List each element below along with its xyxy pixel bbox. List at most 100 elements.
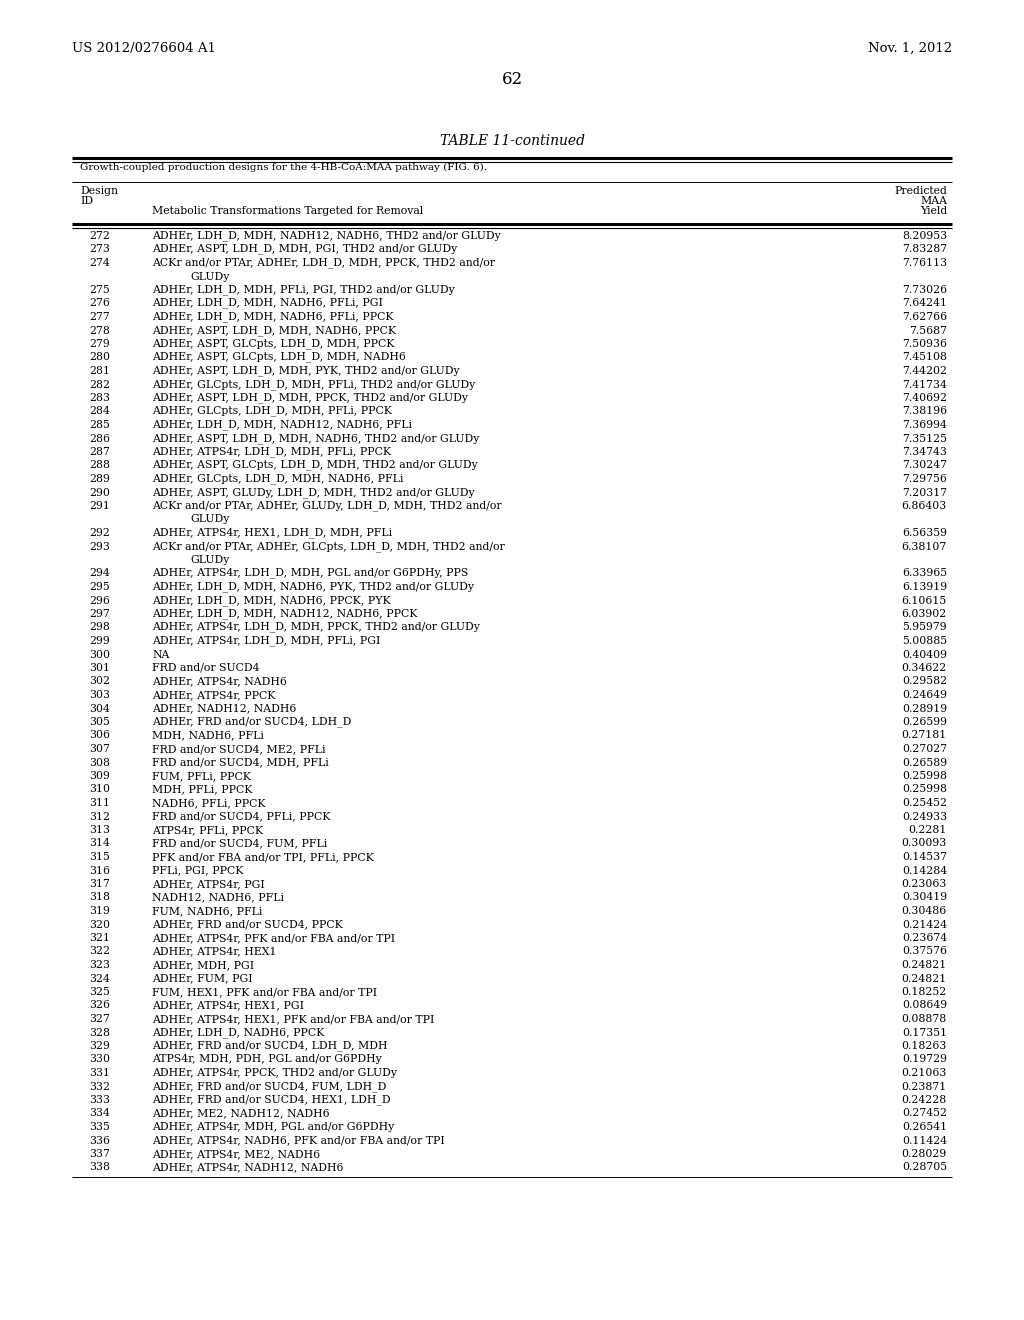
- Text: 7.20317: 7.20317: [902, 487, 947, 498]
- Text: 7.83287: 7.83287: [902, 244, 947, 255]
- Text: 313: 313: [89, 825, 110, 836]
- Text: ADHEr, ASPT, LDH_D, MDH, PGI, THD2 and/or GLUDy: ADHEr, ASPT, LDH_D, MDH, PGI, THD2 and/o…: [152, 244, 458, 255]
- Text: PFLi, PGI, PPCK: PFLi, PGI, PPCK: [152, 866, 244, 875]
- Text: 5.00885: 5.00885: [902, 636, 947, 645]
- Text: 5.95979: 5.95979: [902, 623, 947, 632]
- Text: 0.30486: 0.30486: [902, 906, 947, 916]
- Text: 295: 295: [89, 582, 110, 591]
- Text: 305: 305: [89, 717, 110, 727]
- Text: 332: 332: [89, 1081, 110, 1092]
- Text: 310: 310: [89, 784, 110, 795]
- Text: 304: 304: [89, 704, 110, 714]
- Text: 337: 337: [89, 1148, 110, 1159]
- Text: 326: 326: [89, 1001, 110, 1011]
- Text: 315: 315: [89, 851, 110, 862]
- Text: 0.26589: 0.26589: [902, 758, 947, 767]
- Text: FRD and/or SUCD4: FRD and/or SUCD4: [152, 663, 259, 673]
- Text: Metabolic Transformations Targeted for Removal: Metabolic Transformations Targeted for R…: [152, 206, 423, 216]
- Text: 301: 301: [89, 663, 110, 673]
- Text: 317: 317: [89, 879, 110, 888]
- Text: ADHEr, ATPS4r, MDH, PGL and/or G6PDHy: ADHEr, ATPS4r, MDH, PGL and/or G6PDHy: [152, 1122, 394, 1133]
- Text: 7.45108: 7.45108: [902, 352, 947, 363]
- Text: 0.27181: 0.27181: [902, 730, 947, 741]
- Text: ADHEr, FRD and/or SUCD4, HEX1, LDH_D: ADHEr, FRD and/or SUCD4, HEX1, LDH_D: [152, 1094, 390, 1105]
- Text: 291: 291: [89, 502, 110, 511]
- Text: 7.35125: 7.35125: [902, 433, 947, 444]
- Text: 0.24821: 0.24821: [902, 974, 947, 983]
- Text: 318: 318: [89, 892, 110, 903]
- Text: 0.26541: 0.26541: [902, 1122, 947, 1133]
- Text: 62: 62: [502, 71, 522, 88]
- Text: FRD and/or SUCD4, PFLi, PPCK: FRD and/or SUCD4, PFLi, PPCK: [152, 812, 331, 821]
- Text: 309: 309: [89, 771, 110, 781]
- Text: ACKr and/or PTAr, ADHEr, LDH_D, MDH, PPCK, THD2 and/or: ACKr and/or PTAr, ADHEr, LDH_D, MDH, PPC…: [152, 257, 495, 268]
- Text: GLUDy: GLUDy: [190, 272, 229, 281]
- Text: 294: 294: [89, 569, 110, 578]
- Text: 296: 296: [89, 595, 110, 606]
- Text: 289: 289: [89, 474, 110, 484]
- Text: 272: 272: [89, 231, 110, 242]
- Text: ADHEr, ATPS4r, LDH_D, MDH, PFLi, PGI: ADHEr, ATPS4r, LDH_D, MDH, PFLi, PGI: [152, 635, 380, 645]
- Text: 0.24933: 0.24933: [902, 812, 947, 821]
- Text: 7.36994: 7.36994: [902, 420, 947, 430]
- Text: PFK and/or FBA and/or TPI, PFLi, PPCK: PFK and/or FBA and/or TPI, PFLi, PPCK: [152, 851, 374, 862]
- Text: 323: 323: [89, 960, 110, 970]
- Text: ADHEr, LDH_D, NADH6, PPCK: ADHEr, LDH_D, NADH6, PPCK: [152, 1027, 325, 1038]
- Text: 7.29756: 7.29756: [902, 474, 947, 484]
- Text: Yield: Yield: [920, 206, 947, 216]
- Text: 306: 306: [89, 730, 110, 741]
- Text: 0.23063: 0.23063: [901, 879, 947, 888]
- Text: ADHEr, ATPS4r, PPCK, THD2 and/or GLUDy: ADHEr, ATPS4r, PPCK, THD2 and/or GLUDy: [152, 1068, 397, 1078]
- Text: 0.17351: 0.17351: [902, 1027, 947, 1038]
- Text: ADHEr, ASPT, LDH_D, MDH, NADH6, PPCK: ADHEr, ASPT, LDH_D, MDH, NADH6, PPCK: [152, 325, 396, 335]
- Text: 0.08878: 0.08878: [902, 1014, 947, 1024]
- Text: 7.76113: 7.76113: [902, 257, 947, 268]
- Text: ATPS4r, PFLi, PPCK: ATPS4r, PFLi, PPCK: [152, 825, 263, 836]
- Text: ADHEr, LDH_D, MDH, PFLi, PGI, THD2 and/or GLUDy: ADHEr, LDH_D, MDH, PFLi, PGI, THD2 and/o…: [152, 284, 455, 294]
- Text: NA: NA: [152, 649, 169, 660]
- Text: ADHEr, GLCpts, LDH_D, MDH, NADH6, PFLi: ADHEr, GLCpts, LDH_D, MDH, NADH6, PFLi: [152, 474, 403, 484]
- Text: ADHEr, ATPS4r, LDH_D, MDH, PFLi, PPCK: ADHEr, ATPS4r, LDH_D, MDH, PFLi, PPCK: [152, 446, 391, 457]
- Text: 288: 288: [89, 461, 110, 470]
- Text: 336: 336: [89, 1135, 110, 1146]
- Text: 320: 320: [89, 920, 110, 929]
- Text: 0.14537: 0.14537: [902, 851, 947, 862]
- Text: 319: 319: [89, 906, 110, 916]
- Text: 277: 277: [89, 312, 110, 322]
- Text: 330: 330: [89, 1055, 110, 1064]
- Text: 311: 311: [89, 799, 110, 808]
- Text: ADHEr, ASPT, GLUDy, LDH_D, MDH, THD2 and/or GLUDy: ADHEr, ASPT, GLUDy, LDH_D, MDH, THD2 and…: [152, 487, 475, 498]
- Text: MDH, NADH6, PFLi: MDH, NADH6, PFLi: [152, 730, 264, 741]
- Text: FRD and/or SUCD4, ME2, PFLi: FRD and/or SUCD4, ME2, PFLi: [152, 744, 326, 754]
- Text: ADHEr, FRD and/or SUCD4, PPCK: ADHEr, FRD and/or SUCD4, PPCK: [152, 920, 343, 929]
- Text: FRD and/or SUCD4, FUM, PFLi: FRD and/or SUCD4, FUM, PFLi: [152, 838, 328, 849]
- Text: ID: ID: [80, 195, 93, 206]
- Text: 298: 298: [89, 623, 110, 632]
- Text: ADHEr, ATPS4r, PFK and/or FBA and/or TPI: ADHEr, ATPS4r, PFK and/or FBA and/or TPI: [152, 933, 395, 942]
- Text: ADHEr, ASPT, LDH_D, MDH, NADH6, THD2 and/or GLUDy: ADHEr, ASPT, LDH_D, MDH, NADH6, THD2 and…: [152, 433, 479, 444]
- Text: 7.34743: 7.34743: [902, 447, 947, 457]
- Text: FUM, PFLi, PPCK: FUM, PFLi, PPCK: [152, 771, 251, 781]
- Text: ACKr and/or PTAr, ADHEr, GLUDy, LDH_D, MDH, THD2 and/or: ACKr and/or PTAr, ADHEr, GLUDy, LDH_D, M…: [152, 500, 502, 511]
- Text: 274: 274: [89, 257, 110, 268]
- Text: ADHEr, NADH12, NADH6: ADHEr, NADH12, NADH6: [152, 704, 296, 714]
- Text: 279: 279: [89, 339, 110, 348]
- Text: 335: 335: [89, 1122, 110, 1133]
- Text: ADHEr, LDH_D, MDH, NADH6, PYK, THD2 and/or GLUDy: ADHEr, LDH_D, MDH, NADH6, PYK, THD2 and/…: [152, 581, 474, 591]
- Text: ADHEr, ASPT, GLCpts, LDH_D, MDH, NADH6: ADHEr, ASPT, GLCpts, LDH_D, MDH, NADH6: [152, 352, 406, 363]
- Text: FUM, NADH6, PFLi: FUM, NADH6, PFLi: [152, 906, 262, 916]
- Text: Nov. 1, 2012: Nov. 1, 2012: [868, 42, 952, 55]
- Text: 328: 328: [89, 1027, 110, 1038]
- Text: 8.20953: 8.20953: [902, 231, 947, 242]
- Text: 7.30247: 7.30247: [902, 461, 947, 470]
- Text: Predicted: Predicted: [894, 186, 947, 195]
- Text: ADHEr, ATPS4r, HEX1, PGI: ADHEr, ATPS4r, HEX1, PGI: [152, 1001, 304, 1011]
- Text: 0.2281: 0.2281: [908, 825, 947, 836]
- Text: ADHEr, ASPT, LDH_D, MDH, PYK, THD2 and/or GLUDy: ADHEr, ASPT, LDH_D, MDH, PYK, THD2 and/o…: [152, 366, 460, 376]
- Text: ADHEr, ATPS4r, HEX1: ADHEr, ATPS4r, HEX1: [152, 946, 276, 957]
- Text: 290: 290: [89, 487, 110, 498]
- Text: 0.26599: 0.26599: [902, 717, 947, 727]
- Text: 327: 327: [89, 1014, 110, 1024]
- Text: ADHEr, ATPS4r, PGI: ADHEr, ATPS4r, PGI: [152, 879, 265, 888]
- Text: ATPS4r, MDH, PDH, PGL and/or G6PDHy: ATPS4r, MDH, PDH, PGL and/or G6PDHy: [152, 1055, 382, 1064]
